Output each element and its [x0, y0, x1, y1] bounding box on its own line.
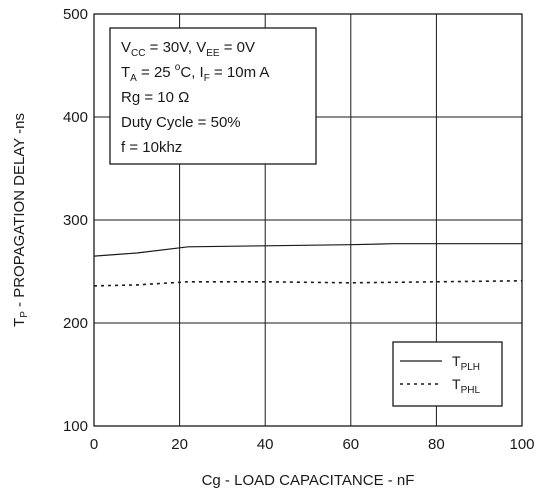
legend-box — [392, 341, 503, 407]
y-axis-title: TP - PROPAGATION DELAY -ns — [11, 113, 30, 327]
condition-supply: VCC = 30V, VEE = 0V — [121, 39, 255, 59]
x-tick-label: 0 — [90, 436, 98, 453]
x-axis-title: Cg - LOAD CAPACITANCE - nF — [202, 472, 415, 489]
x-tick-label: 100 — [509, 436, 534, 453]
y-tick-labels: 100 200 300 400 500 — [63, 6, 88, 435]
x-tick-label: 80 — [428, 436, 445, 453]
y-tick-label: 500 — [63, 6, 88, 23]
series-layer — [93, 243, 523, 287]
condition-gate-resistance: Rg = 10 Ω — [121, 89, 189, 106]
legend-label-tplh: TPLH — [452, 353, 480, 373]
x-tick-label: 20 — [171, 436, 188, 453]
plot-frame — [93, 13, 523, 427]
series-line-tplh — [93, 243, 522, 257]
y-tick-label: 400 — [63, 109, 88, 126]
conditions-box — [109, 27, 317, 165]
condition-frequency: f = 10khz — [121, 139, 182, 156]
x-tick-label: 60 — [342, 436, 359, 453]
y-tick-label: 300 — [63, 212, 88, 229]
condition-temp-current: TA = 25 oC, IF = 10m A — [121, 62, 269, 84]
x-tick-labels: 0 20 40 60 80 100 — [90, 436, 535, 453]
y-tick-label: 100 — [63, 418, 88, 435]
series-line-tphl — [93, 280, 523, 287]
x-tick-label: 40 — [257, 436, 274, 453]
condition-duty-cycle: Duty Cycle = 50% — [121, 114, 241, 131]
y-tick-label: 200 — [63, 315, 88, 332]
legend-label-tphl: TPHL — [452, 376, 480, 396]
